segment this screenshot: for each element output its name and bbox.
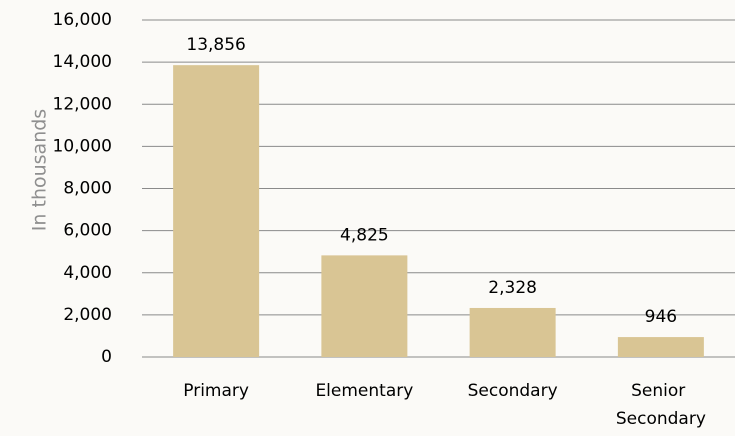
y-tick-label: 4,000 [63, 263, 112, 283]
x-tick-label: Primary [183, 381, 249, 401]
x-tick-label: Elementary [315, 381, 413, 401]
y-tick-label: 2,000 [63, 305, 112, 325]
x-tick-label: Senior Secondary [616, 381, 706, 429]
y-axis-label: In thousands [29, 109, 51, 231]
x-tick-label: Secondary [468, 381, 558, 401]
data-label: 13,856 [186, 35, 245, 55]
y-tick-label: 0 [101, 347, 112, 367]
data-label: 2,328 [488, 278, 537, 298]
bar [469, 307, 556, 357]
y-tick-label: 14,000 [53, 52, 112, 72]
y-tick-label: 10,000 [53, 136, 112, 156]
bar [617, 337, 704, 357]
data-label: 4,825 [340, 225, 389, 245]
bar [173, 65, 260, 358]
y-tick-label: 8,000 [63, 179, 112, 199]
bar [321, 255, 408, 357]
y-tick-label: 6,000 [63, 221, 112, 241]
y-tick-label: 12,000 [53, 94, 112, 114]
data-label: 946 [645, 307, 677, 327]
y-tick-label: 16,000 [53, 10, 112, 30]
